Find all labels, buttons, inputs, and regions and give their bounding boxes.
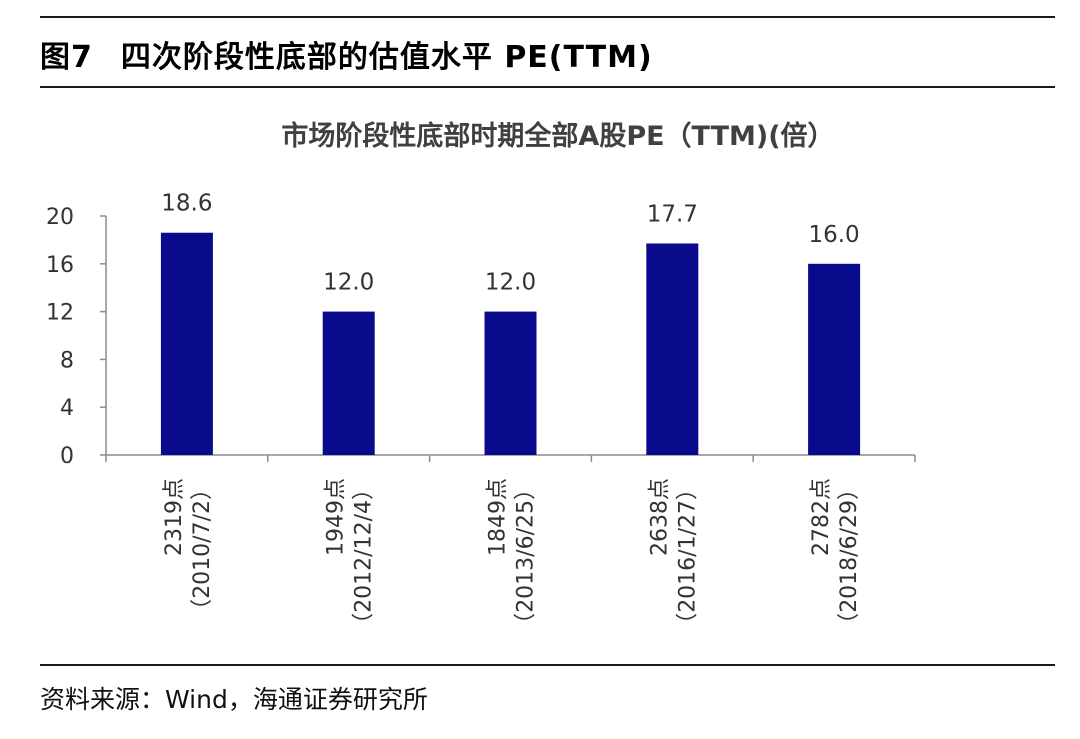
bar (484, 311, 537, 455)
figure-number: 图7 (40, 40, 93, 75)
x-category-label-line2: （2016/1/27） (675, 478, 700, 635)
x-category-label-line2: （2010/7/2） (190, 478, 215, 621)
x-category-label-line1: 2319点 (162, 478, 187, 556)
y-tick-label: 0 (60, 444, 74, 469)
data-label: 18.6 (161, 191, 212, 217)
x-category-label-line2: （2013/6/25） (514, 478, 539, 635)
x-category-label-line2: （2018/6/29） (837, 478, 862, 635)
x-category-label: 1849点 （2013/6/25） (486, 478, 539, 635)
y-tick-label: 16 (46, 253, 74, 278)
x-category-label: 2782点 （2018/6/29） (809, 478, 862, 635)
y-tick-label: 12 (46, 301, 74, 326)
top-rule (40, 16, 1055, 18)
x-category-label: 1949点 （2012/12/4） (324, 478, 377, 635)
data-label: 17.7 (647, 201, 698, 227)
bar (808, 263, 861, 455)
chart-bars (160, 232, 861, 455)
figure-title-text: 四次阶段性底部的估值水平 PE(TTM) (120, 40, 653, 75)
title-rule (40, 86, 1055, 88)
data-label: 12.0 (323, 270, 374, 296)
x-category-label: 2638点 （2016/1/27） (647, 478, 700, 635)
x-category-label-line2: （2012/12/4） (352, 478, 377, 635)
bar (160, 232, 213, 455)
bar (322, 311, 375, 455)
x-category-label-line1: 1949点 (324, 478, 349, 556)
chart-axes: 0 4 8 12 16 20 (46, 205, 916, 469)
data-label: 12.0 (485, 270, 536, 296)
x-category-label-line1: 2782点 (809, 478, 834, 556)
data-label: 16.0 (808, 222, 859, 248)
figure-title: 图7 四次阶段性底部的估值水平 PE(TTM) (40, 32, 653, 76)
source-note: 资料来源：Wind，海通证券研究所 (40, 685, 428, 714)
y-tick-label: 4 (60, 396, 74, 421)
x-category-label-line1: 1849点 (486, 478, 511, 556)
y-tick-label: 8 (60, 348, 74, 373)
x-category-label: 2319点 （2010/7/2） (162, 478, 215, 621)
chart-title: 市场阶段性底部时期全部A股PE（TTM)(倍） (281, 120, 834, 152)
x-category-label-line1: 2638点 (647, 478, 672, 556)
bar (646, 243, 699, 455)
y-tick-label: 20 (46, 205, 74, 230)
bottom-rule (40, 664, 1055, 666)
